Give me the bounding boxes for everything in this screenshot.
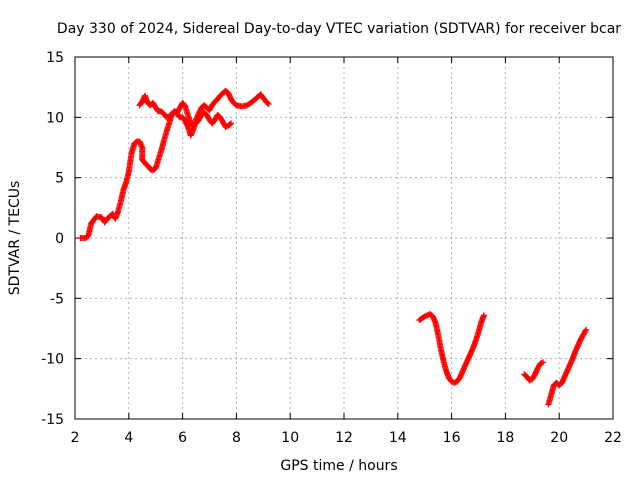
data-point-marker <box>537 360 544 367</box>
data-point-marker <box>264 100 271 107</box>
x-tick-label: 4 <box>124 430 133 446</box>
x-tick-label: 8 <box>232 430 241 446</box>
y-tick-label: 0 <box>55 231 64 247</box>
data-point-marker <box>526 377 533 384</box>
y-tick-label: -5 <box>50 291 64 307</box>
series-segment-3 <box>416 311 487 386</box>
y-tick-label: 10 <box>46 110 64 126</box>
data-point-marker <box>451 379 458 386</box>
data-point-marker <box>540 359 547 366</box>
data-point-marker <box>421 313 428 320</box>
data-point-marker <box>480 312 487 319</box>
data-point-marker <box>227 121 234 128</box>
data-point-marker <box>583 326 590 333</box>
series-segment-1 <box>77 99 235 241</box>
series-segment-2 <box>136 87 272 139</box>
y-tick-label: -10 <box>41 352 64 368</box>
x-tick-label: 10 <box>281 430 299 446</box>
x-tick-label: 20 <box>550 430 568 446</box>
chart-title: Day 330 of 2024, Sidereal Day-to-day VTE… <box>57 21 621 37</box>
y-tick-label: -15 <box>41 412 64 428</box>
data-point-marker <box>538 359 545 366</box>
data-point-marker <box>582 327 589 334</box>
x-tick-labels: 2 4 6 8 10 12 14 16 18 20 22 <box>71 430 622 446</box>
data-point-marker <box>448 378 455 385</box>
x-tick-label: 22 <box>604 430 622 446</box>
x-tick-label: 2 <box>71 430 80 446</box>
data-point-marker <box>265 101 272 108</box>
data-series <box>77 87 590 408</box>
series-segment-5 <box>545 326 590 408</box>
plot-frame <box>74 56 614 420</box>
y-tick-label: 5 <box>55 171 64 187</box>
y-axis-title: SDTVAR / TECUs <box>7 181 23 296</box>
y-tick-label: 15 <box>46 50 64 66</box>
data-point-marker <box>222 123 229 130</box>
x-tick-label: 18 <box>496 430 514 446</box>
x-tick-label: 14 <box>389 430 407 446</box>
data-point-marker <box>423 312 430 319</box>
x-tick-label: 6 <box>178 430 187 446</box>
x-tick-label: 16 <box>443 430 461 446</box>
x-tick-label: 12 <box>335 430 353 446</box>
y-tick-labels: -15 -10 -5 0 5 10 15 <box>41 50 64 428</box>
data-point-marker <box>228 120 235 127</box>
series-segment-4 <box>521 359 547 384</box>
x-axis-title: GPS time / hours <box>280 458 397 474</box>
